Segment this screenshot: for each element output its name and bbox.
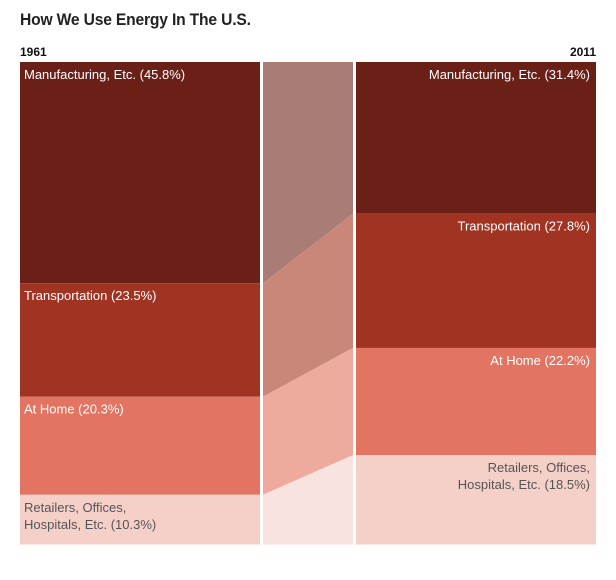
label-left-manufacturing-etc: Manufacturing, Etc. (45.8%) — [24, 67, 185, 82]
label-left-at-home: At Home (20.3%) — [24, 402, 124, 417]
bar-right-retailers-offices-hospitals-etc — [356, 455, 596, 545]
year-label-right: 2011 — [570, 45, 596, 59]
link-manufacturing-etc — [263, 62, 353, 284]
link-retailers-offices-hospitals-etc — [263, 455, 353, 545]
label-right-at-home: At Home (22.2%) — [490, 353, 590, 368]
label-left-retailers-offices-hospitals-etc: Retailers, Offices, Hospitals, Etc. (10.3… — [24, 500, 156, 532]
chart-title: How We Use Energy In The U.S. — [20, 10, 251, 29]
bar-right-transportation — [356, 213, 596, 348]
bar-left-manufacturing-etc — [20, 62, 260, 284]
bar-right-at-home — [356, 347, 596, 456]
label-left-transportation: Transportation (23.5%) — [24, 288, 156, 303]
label-right-manufacturing-etc: Manufacturing, Etc. (31.4%) — [429, 67, 590, 82]
bar-left-retailers-offices-hospitals-etc — [20, 494, 260, 545]
label-right-retailers-offices-hospitals-etc: Retailers, Offices, Hospitals, Etc. (18.5… — [458, 460, 590, 492]
bar-left-at-home — [20, 396, 260, 495]
label-right-transportation: Transportation (27.8%) — [458, 219, 590, 234]
link-transportation — [263, 213, 353, 397]
year-label-left: 1961 — [20, 45, 47, 59]
bar-right-manufacturing-etc — [356, 62, 596, 214]
link-at-home — [263, 347, 353, 495]
bar-left-transportation — [20, 283, 260, 397]
